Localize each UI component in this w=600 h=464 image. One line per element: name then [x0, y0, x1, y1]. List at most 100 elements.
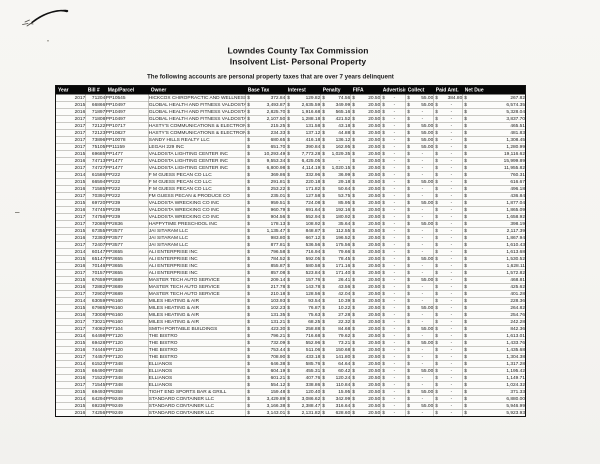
amount-cell: $554.12 — [245, 381, 286, 389]
amount-cell: $ - — [380, 304, 406, 312]
currency-symbol: $ — [435, 368, 438, 374]
currency-symbol: $ — [352, 123, 355, 129]
cell: 2014 — [55, 360, 86, 368]
currency-symbol: $ — [247, 389, 250, 395]
amount-cell: $93.54 — [285, 297, 321, 305]
currency-symbol: $ — [382, 326, 385, 332]
cell: 2015 — [55, 150, 86, 158]
amount-value: 20.50 — [368, 263, 381, 269]
amount-value: 3,166.38 — [266, 403, 286, 409]
amount-value: 20.50 — [368, 130, 381, 136]
currency-symbol: $ — [382, 277, 385, 283]
amount-value: 523.84 — [305, 270, 321, 276]
amount-cell: $55.00 — [405, 129, 434, 137]
amount-value: 6,425.05 — [301, 158, 321, 164]
cell: PP6160 — [105, 318, 149, 326]
amount-cell: $960.79 — [245, 206, 286, 214]
amount-value: - — [393, 347, 396, 353]
amount-cell: $74.56 — [320, 94, 351, 102]
cell: 72902 — [85, 290, 106, 298]
currency-symbol: $ — [352, 130, 355, 136]
currency-symbol: $ — [382, 109, 385, 115]
amount-cell: $ - — [380, 213, 406, 221]
amount-value: 416.18 — [305, 137, 321, 143]
amount-value: 64.64 — [338, 361, 351, 367]
currency-symbol: $ — [287, 256, 290, 262]
amount-value: 20.50 — [368, 389, 381, 395]
table-row: 2016 72393 PP3577 JAI SITARAM LLC $983.80 $66… — [55, 234, 526, 242]
amount-cell: $2,825.70 — [245, 108, 286, 116]
currency-symbol: $ — [322, 165, 325, 171]
amount-value: - — [393, 396, 396, 402]
cell: F M GUESS PECAN CO LLC — [148, 178, 246, 186]
amount-cell: $465.51 — [462, 122, 526, 130]
currency-symbol: $ — [382, 116, 385, 122]
currency-symbol: $ — [287, 354, 290, 360]
currency-symbol: $ — [247, 354, 250, 360]
amount-cell: $ - — [433, 164, 463, 172]
currency-symbol: $ — [407, 116, 410, 122]
cell: MASTER TECH AUTO SERVICE — [148, 276, 246, 284]
amount-cell: $20.50 — [350, 206, 381, 214]
table-row: 2016 74745 PP239 VALDOSTA WRECKING CO INC $9… — [55, 206, 526, 214]
amount-cell: $1,195.42 — [462, 367, 526, 375]
amount-cell: $ - — [320, 157, 351, 165]
amount-cell: $60.42 — [320, 367, 351, 375]
currency-symbol: $ — [247, 207, 250, 213]
currency-symbol: $ — [352, 193, 355, 199]
amount-cell: $ - — [433, 332, 463, 340]
currency-symbol: $ — [287, 312, 290, 318]
amount-cell: $390.84 — [285, 143, 321, 151]
amount-value: 136.12 — [335, 137, 351, 143]
amount-cell: $601.21 — [245, 374, 286, 382]
amount-value: - — [421, 235, 424, 241]
amount-cell: $ - — [380, 136, 406, 144]
amount-value: - — [393, 137, 396, 143]
amount-cell: $ - — [405, 227, 434, 235]
amount-value: - — [421, 410, 424, 416]
amount-value: 217.78 — [270, 284, 286, 290]
amount-value: 235.01 — [270, 193, 286, 199]
amount-value: - — [450, 403, 453, 409]
amount-cell: $64.64 — [320, 360, 351, 368]
cell: 2017 — [55, 269, 86, 277]
cell: VALDOSTA LIGHTING CENTER INC — [148, 157, 246, 165]
amount-value: 580.58 — [305, 263, 321, 269]
currency-symbol: $ — [287, 270, 290, 276]
table-row: 2017 72407 PP3577 JAI SITARAM LLC $877.81 $53… — [55, 241, 526, 249]
column-header: FIFA — [350, 85, 381, 95]
cell: PP3577 — [105, 241, 149, 249]
amount-cell: $20.50 — [350, 374, 381, 382]
cell: VALDOSTA WRECKING CO INC — [148, 206, 246, 214]
currency-symbol: $ — [435, 172, 438, 178]
amount-cell: $20.50 — [350, 157, 381, 165]
currency-symbol: $ — [247, 116, 250, 122]
currency-symbol: $ — [352, 158, 355, 164]
currency-symbol: $ — [382, 172, 385, 178]
currency-symbol: $ — [464, 263, 467, 269]
amount-cell: $ - — [433, 374, 463, 382]
amount-cell: $ - — [433, 220, 463, 228]
currency-symbol: $ — [464, 347, 467, 353]
currency-symbol: $ — [287, 333, 290, 339]
amount-cell: $ - — [433, 185, 463, 193]
amount-cell: $585.76 — [285, 360, 321, 368]
amount-value: - — [450, 249, 453, 255]
amount-value: 1,135.47 — [266, 228, 286, 234]
table-row: 2017 75105 PP11159 LEGAH 229 INC $651.70 $390… — [55, 143, 526, 151]
currency-symbol: $ — [322, 193, 325, 199]
amount-value: - — [393, 319, 396, 325]
currency-symbol: $ — [435, 333, 438, 339]
cell: 2014 — [55, 332, 86, 340]
currency-symbol: $ — [322, 284, 325, 290]
amount-cell: $ - — [433, 409, 463, 417]
amount-cell: $210.18 — [245, 290, 286, 298]
amount-cell: $ - — [433, 115, 463, 123]
amount-cell: $15.95 — [320, 388, 351, 396]
currency-symbol: $ — [382, 130, 385, 136]
amount-cell: $680.65 — [245, 136, 286, 144]
currency-symbol: $ — [382, 214, 385, 220]
cell: 72393 — [85, 234, 106, 242]
currency-symbol: $ — [407, 172, 410, 178]
amount-value: 1,288.18 — [301, 116, 321, 122]
